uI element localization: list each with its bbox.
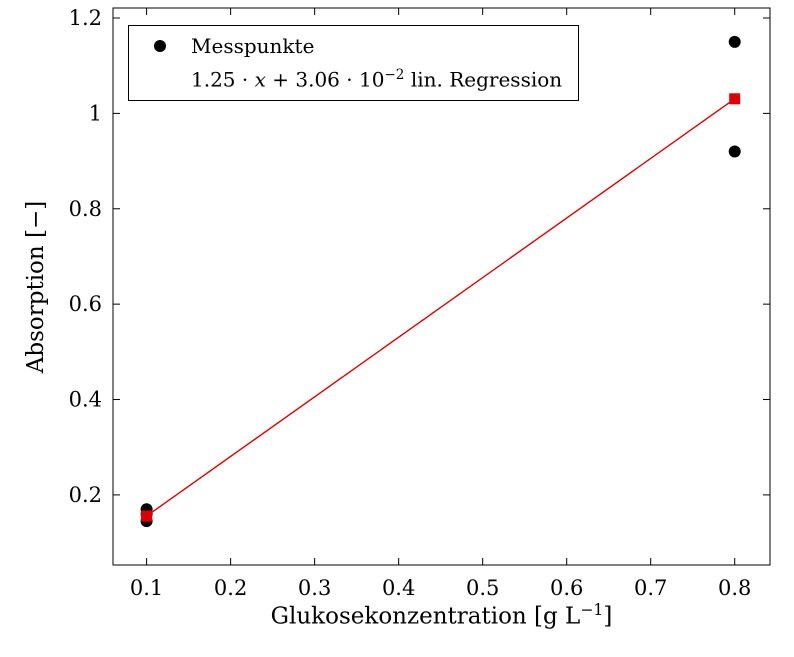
y-tick-label: 1 (89, 101, 102, 125)
legend: Messpunkte 1.25 · x + 3.06 · 10−2 lin. R… (128, 25, 580, 101)
legend-equation: 1.25 · x + 3.06 · 10−2 lin. Regression (191, 67, 562, 92)
x-tick-label: 0.7 (634, 576, 667, 600)
legend-item-regression: 1.25 · x + 3.06 · 10−2 lin. Regression (137, 67, 562, 92)
data-point-square (729, 93, 741, 105)
data-point-square (141, 510, 153, 522)
data-point-circle (728, 35, 741, 48)
y-axis-label: Absorption [−] (23, 200, 49, 374)
equation-exponent: −2 (384, 67, 405, 83)
x-tick-label: 0.1 (130, 576, 163, 600)
equation-variable: x (254, 67, 266, 92)
x-axis-label: Glukosekonzentration [g L−1] (113, 600, 770, 630)
y-tick-label: 0.8 (69, 197, 102, 221)
plot-frame (112, 7, 771, 566)
equation-prefix: 1.25 · (191, 67, 255, 92)
x-tick-label: 0.5 (466, 576, 499, 600)
regression-line (146, 98, 736, 517)
black-dot-icon (154, 40, 166, 52)
x-axis-label-exponent: −1 (580, 600, 604, 619)
red-square-icon (155, 74, 166, 85)
scatter-marker-swatch (137, 38, 183, 54)
y-tick-label: 0.2 (69, 483, 102, 507)
regression-line-swatch (137, 71, 183, 87)
equation-suffix: lin. Regression (404, 67, 563, 92)
y-tick-label: 0.6 (69, 292, 102, 316)
data-point-circle (728, 145, 741, 158)
x-tick-label: 0.6 (550, 576, 583, 600)
equation-mid: + 3.06 · 10 (265, 67, 385, 92)
x-axis-label-main: Glukosekonzentration [g L (270, 603, 581, 630)
x-tick-label: 0.4 (382, 576, 415, 600)
legend-item-messpunkte: Messpunkte (137, 34, 562, 58)
x-tick-label: 0.8 (718, 576, 751, 600)
x-axis-label-end: ] (603, 603, 613, 630)
x-tick-label: 0.3 (298, 576, 331, 600)
x-tick-label: 0.2 (214, 576, 247, 600)
y-tick-label: 0.4 (69, 388, 102, 412)
legend-label: Messpunkte (191, 34, 315, 58)
y-tick-label: 1.2 (69, 6, 102, 30)
